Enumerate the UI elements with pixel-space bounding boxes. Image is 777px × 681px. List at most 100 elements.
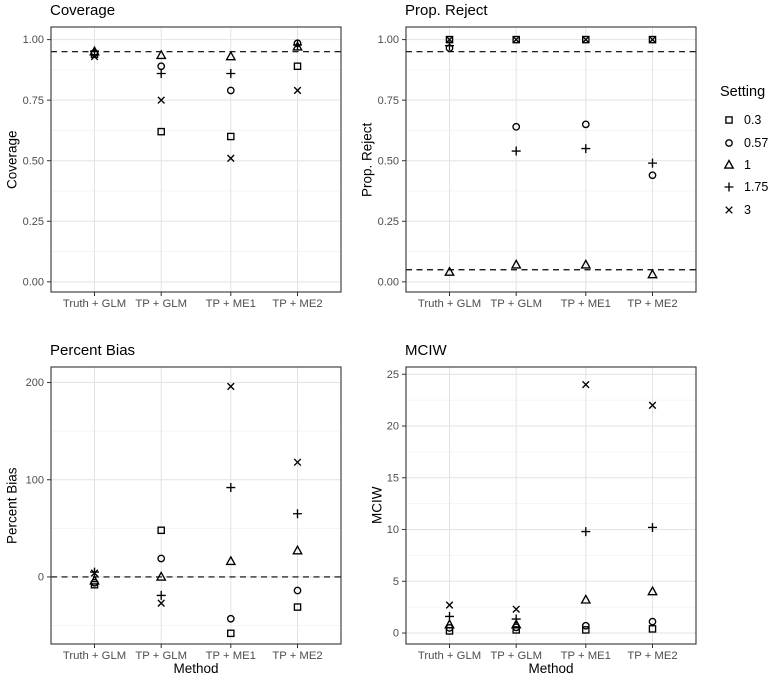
y-tick-label: 0.00: [378, 276, 399, 288]
x-tick-label: TP + GLM: [490, 650, 542, 662]
plus-marker-icon: [293, 40, 302, 50]
y-tick-label: 1.00: [378, 34, 399, 46]
x-marker-icon: [90, 52, 99, 61]
data-point-x: [293, 86, 302, 95]
legend-item-label: 3: [744, 202, 751, 217]
data-point-plus: [90, 46, 99, 56]
x-tick-label: Truth + GLM: [63, 298, 126, 310]
x-tick-label: TP + ME1: [206, 298, 256, 310]
chart-prop-reject: Prop. Reject Prop. Reject 0.00 0.25 0.50 0.…: [355, 0, 710, 340]
data-point-circle: [157, 554, 166, 563]
x-tick-label: Truth + GLM: [418, 298, 481, 310]
x-marker-icon: [227, 154, 235, 163]
plus-marker-icon: [156, 69, 166, 79]
plus-marker-icon: [293, 509, 302, 519]
plus-marker-icon: [445, 41, 454, 51]
x-tick-label: TP + ME1: [561, 298, 611, 310]
data-point-x: [512, 35, 520, 44]
data-point-triangle: [292, 544, 303, 555]
x-marker-icon: [725, 205, 733, 214]
triangle-marker-icon: [580, 594, 592, 604]
data-point-x: [90, 569, 99, 577]
triangle-marker-icon: [155, 49, 167, 60]
data-point-square: [293, 603, 302, 611]
y-tick-label: 0.75: [23, 95, 44, 107]
square-marker-icon: [648, 35, 657, 44]
y-tick-label: 0.00: [23, 276, 44, 288]
y-tick-label: 15: [387, 472, 399, 484]
data-point-triangle: [225, 50, 237, 61]
data-point-triangle: [647, 585, 658, 596]
triangle-marker-icon: [292, 40, 303, 51]
y-tick-label: 0: [393, 628, 399, 640]
plus-marker-icon: [581, 527, 591, 537]
legend-item-label: 1: [744, 157, 751, 172]
data-point-plus: [648, 522, 657, 532]
data-point-plus: [293, 509, 302, 519]
legend-items: 0.3 0.57 1 1.75 3: [712, 109, 777, 221]
data-point-square: [648, 625, 657, 633]
panel-border: [50, 366, 342, 645]
data-point-circle: [648, 617, 657, 626]
data-point-x: [157, 96, 165, 104]
triangle-marker-icon: [444, 618, 455, 629]
panel-border: [405, 26, 697, 293]
chart-mciw: MCIW MCIW 0 5 10 15 20 25 Truth + GLM TP + GLM T…: [355, 340, 710, 681]
panel-title: Prop. Reject: [405, 2, 488, 19]
data-point-plus: [581, 144, 591, 154]
data-point-circle: [581, 621, 590, 630]
data-point-circle: [226, 614, 235, 623]
data-point-x: [157, 599, 165, 607]
triangle-marker-icon: [444, 266, 455, 276]
y-tick-label: 1.00: [23, 34, 44, 46]
circle-marker-icon: [512, 122, 521, 131]
x-axis-title: Method: [173, 661, 219, 676]
plus-marker-icon: [511, 614, 521, 624]
panel-background: [51, 27, 341, 292]
data-point-x: [445, 35, 454, 44]
triangle-marker-icon: [292, 544, 303, 555]
square-marker-icon: [725, 116, 733, 124]
legend-key: [725, 138, 733, 147]
legend-key: [725, 205, 733, 214]
data-point-triangle: [510, 258, 522, 269]
panel-background: [51, 367, 341, 644]
legend-item-label: 1.75: [744, 180, 769, 195]
data-point-plus: [226, 69, 236, 79]
square-marker-icon: [582, 35, 590, 44]
chart-coverage: Coverage Coverage 0.00 0.25 0.50 0.75 1.00 Tr…: [0, 0, 390, 340]
triangle-marker-icon: [510, 258, 522, 269]
data-point-square: [725, 116, 733, 124]
x-tick-label: TP + GLM: [135, 298, 187, 310]
panel-title: MCIW: [405, 342, 447, 359]
x-tick-label: TP + ME1: [561, 650, 611, 662]
triangle-marker-icon: [510, 618, 522, 629]
plus-marker-icon: [648, 158, 657, 168]
square-marker-icon: [157, 526, 165, 535]
panel-border: [50, 26, 342, 293]
data-point-triangle: [225, 555, 237, 566]
data-point-triangle: [647, 268, 658, 279]
legend-key: [723, 159, 735, 169]
plus-marker-icon: [226, 483, 236, 493]
panel-title: Percent Bias: [50, 342, 136, 359]
y-tick-label: 25: [387, 369, 399, 381]
x-marker-icon: [445, 601, 454, 609]
data-point-triangle: [292, 40, 303, 51]
circle-marker-icon: [648, 171, 657, 180]
data-point-circle: [293, 586, 302, 595]
square-marker-icon: [512, 626, 520, 634]
x-marker-icon: [293, 458, 302, 467]
legend-item: 0.57: [712, 131, 777, 153]
triangle-marker-icon: [225, 555, 237, 566]
legend-item: 1.75: [712, 176, 777, 198]
data-point-x: [90, 52, 99, 61]
legend-item: 0.3: [712, 109, 777, 131]
plus-marker-icon: [90, 46, 99, 56]
y-tick-label: 200: [26, 377, 44, 389]
data-point-plus: [445, 611, 454, 621]
x-marker-icon: [512, 605, 520, 613]
data-point-x: [227, 382, 235, 391]
panel-border: [405, 366, 697, 645]
data-point-triangle: [155, 49, 167, 60]
